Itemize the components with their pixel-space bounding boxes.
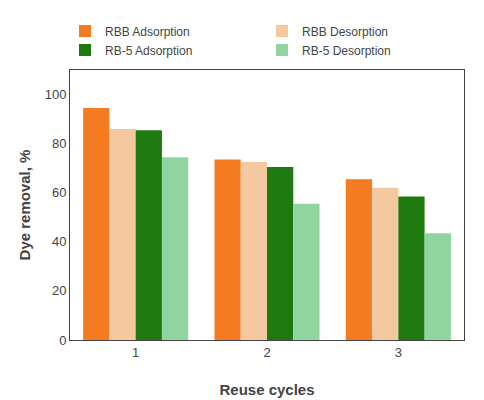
svg-text:60: 60 bbox=[52, 185, 66, 200]
svg-text:20: 20 bbox=[52, 283, 66, 298]
svg-text:RB-5 Desorption: RB-5 Desorption bbox=[302, 44, 391, 58]
svg-text:2: 2 bbox=[263, 345, 270, 360]
svg-text:3: 3 bbox=[395, 345, 402, 360]
svg-text:RB-5 Adsorption: RB-5 Adsorption bbox=[105, 44, 192, 58]
svg-text:100: 100 bbox=[45, 87, 67, 102]
svg-text:Dye removal, %: Dye removal, % bbox=[16, 150, 33, 261]
svg-text:80: 80 bbox=[52, 136, 66, 151]
svg-text:Reuse cycles: Reuse cycles bbox=[219, 381, 314, 398]
svg-text:1: 1 bbox=[132, 345, 139, 360]
svg-text:RBB Desorption: RBB Desorption bbox=[302, 25, 388, 39]
svg-text:0: 0 bbox=[59, 333, 66, 348]
svg-text:40: 40 bbox=[52, 234, 66, 249]
svg-text:RBB Adsorption: RBB Adsorption bbox=[105, 25, 190, 39]
